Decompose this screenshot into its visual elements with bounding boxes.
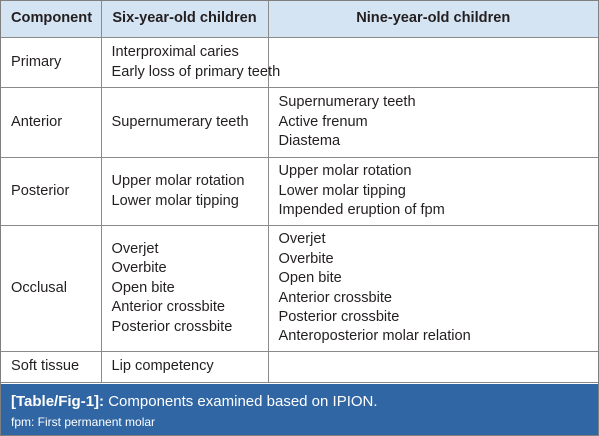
finding: Lower molar tipping [111,192,239,209]
finding: Posterior crossbite [111,318,233,335]
finding: Overjet [278,231,326,248]
table-row: Anterior Supernumerary teeth Supernumera… [1,87,598,158]
component-cell: Anterior [1,87,102,158]
finding: Upper molar rotation [278,163,412,180]
header-row: Component Six-year-old children Nine-yea… [1,1,598,38]
table-row: Posterior Upper molar rotation Lower mol… [1,157,598,226]
finding: Overjet [111,240,159,257]
finding: Anterior crossbite [278,289,393,306]
finding: Supernumerary teeth [278,94,416,111]
six-year-old-cell: Interproximal caries Early loss of prima… [100,37,281,88]
header-nine-year-old: Nine-year-old children [267,1,598,38]
finding: Early loss of primary teeth [111,63,281,80]
six-year-old-cell: Lip competency [100,351,269,383]
caption-tag: [Table/Fig-1]: [11,393,105,410]
six-year-old-cell: Upper molar rotation Lower molar tipping [100,157,269,226]
components-table: Component Six-year-old children Nine-yea… [1,1,598,383]
finding: Overbite [111,260,167,277]
six-year-old-cell: Supernumerary teeth [100,87,269,158]
header-six-year-old: Six-year-old children [100,1,269,38]
caption-text: Components examined based on IPION. [108,393,378,410]
finding: Interproximal caries [111,44,239,61]
component-cell: Occlusal [1,225,102,352]
finding: Anterior crossbite [111,299,226,316]
nine-year-old-cell: Upper molar rotation Lower molar tipping… [267,157,598,226]
table-row: Occlusal Overjet Overbite Open bite Ante… [1,225,598,352]
finding: Anteroposterior molar relation [278,328,471,345]
component-cell: Soft tissue [1,351,102,383]
finding: Diastema [278,133,341,150]
component-cell: Posterior [1,157,102,226]
finding: Supernumerary teeth [111,113,249,130]
finding: Open bite [278,270,342,287]
finding: Open bite [111,279,175,296]
nine-year-old-cell: Overjet Overbite Open bite Anterior cros… [267,225,598,352]
finding: Impended eruption of fpm [278,202,445,219]
table-row: Primary Interproximal caries Early loss … [1,37,598,88]
caption-title: [Table/Fig-1]: Components examined based… [11,393,378,411]
finding: Lower molar tipping [278,182,406,199]
nine-year-old-cell: Supernumerary teeth Active frenum Diaste… [267,87,598,158]
finding: Active frenum [278,113,368,130]
finding: Upper molar rotation [111,173,245,190]
finding: Overbite [278,250,334,267]
nine-year-old-cell [267,351,598,383]
nine-year-old-cell [267,37,598,88]
six-year-old-cell: Overjet Overbite Open bite Anterior cros… [100,225,269,352]
caption-footnote: fpm: First permanent molar [11,415,156,429]
component-cell: Primary [1,37,102,88]
finding: Lip competency [111,358,214,375]
figure-caption: [Table/Fig-1]: Components examined based… [1,384,598,435]
header-component: Component [1,1,102,38]
table-row: Soft tissue Lip competency [1,351,598,383]
finding: Posterior crossbite [278,308,400,325]
